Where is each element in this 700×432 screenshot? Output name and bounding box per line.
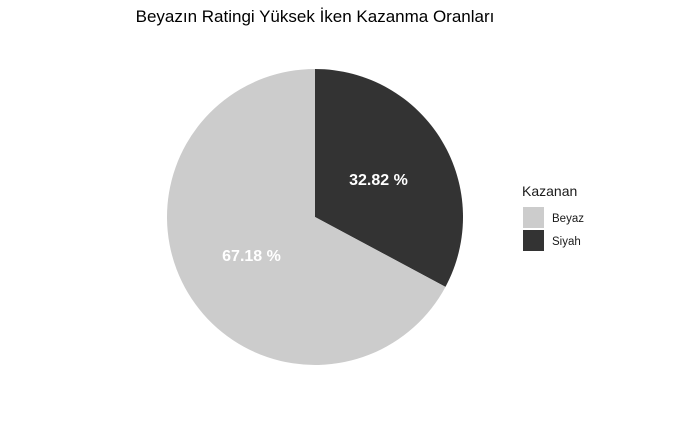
pie-slices bbox=[167, 69, 464, 366]
legend-label-siyah: Siyah bbox=[552, 236, 581, 248]
legend-label-beyaz: Beyaz bbox=[552, 213, 584, 225]
legend-title: Kazanan bbox=[522, 183, 577, 199]
legend: Kazanan Beyaz Siyah bbox=[522, 183, 584, 251]
chart-title: Beyazın Ratingi Yüksek İken Kazanma Oran… bbox=[136, 7, 495, 26]
legend-swatch-beyaz bbox=[523, 207, 544, 228]
pie-slice-beyaz bbox=[167, 69, 446, 366]
slice-label-siyah: 32.82 % bbox=[349, 172, 408, 189]
pie-slice-siyah bbox=[315, 69, 464, 287]
legend-swatch-siyah bbox=[523, 230, 544, 251]
pie-labels: 32.82 % 67.18 % bbox=[222, 172, 408, 265]
slice-label-beyaz: 67.18 % bbox=[222, 248, 281, 265]
